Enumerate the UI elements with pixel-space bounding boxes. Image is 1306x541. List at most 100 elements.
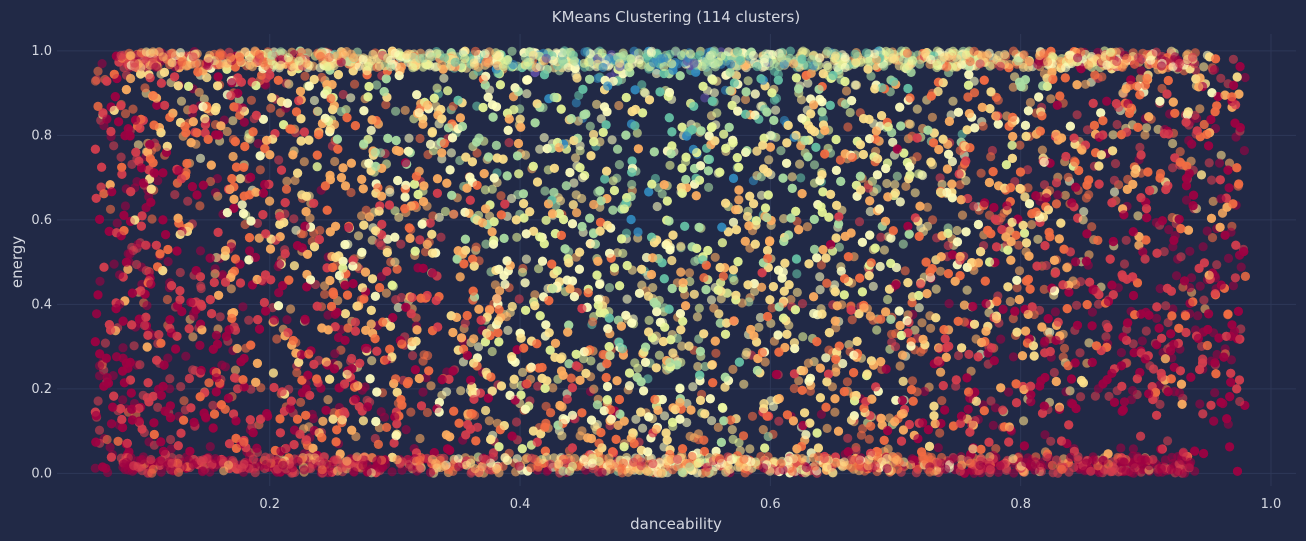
data-point [1121,235,1131,245]
data-point [926,323,936,333]
data-point [540,186,550,196]
data-point [901,181,911,191]
data-point [105,204,116,214]
data-point [856,430,867,440]
data-point [420,247,431,257]
data-point [439,73,449,83]
data-point [822,423,832,433]
data-point [94,425,105,435]
data-point [795,159,805,169]
data-point [713,422,723,432]
data-point [317,72,327,82]
data-point [372,80,382,90]
data-point [350,79,360,89]
data-point [847,315,857,325]
data-point [188,365,198,375]
data-point [1082,125,1093,135]
data-point [1046,436,1056,446]
data-point [1210,388,1220,398]
data-point [393,302,403,313]
data-point [170,190,180,200]
data-point [865,206,875,217]
data-point [729,275,739,286]
data-point [487,346,497,357]
data-point [824,345,834,355]
data-point [957,210,968,220]
data-point [541,401,551,411]
data-point [933,443,943,453]
data-point [1133,211,1143,221]
data-point [153,176,163,186]
data-point [511,417,522,427]
data-point [1223,253,1234,263]
data-point [927,112,938,122]
data-point [330,349,340,359]
data-point [786,295,796,305]
data-point [692,312,703,322]
data-point [442,387,452,397]
data-point [132,259,142,270]
data-point [1008,314,1018,324]
data-point [771,105,781,115]
data-point [739,379,749,389]
data-point [571,190,581,200]
data-point [1198,242,1208,252]
data-point [385,187,395,197]
data-point [1059,343,1070,353]
data-point [608,176,618,186]
data-point [1008,82,1018,92]
data-point [530,290,540,300]
data-point [892,171,902,181]
data-point [986,396,996,406]
data-point [1195,104,1205,114]
data-point [843,122,853,132]
data-point [213,191,223,201]
data-point [931,284,941,294]
data-point [707,416,717,426]
data-point [222,126,232,137]
data-point [1168,138,1178,149]
data-point [1097,72,1107,82]
data-point [522,89,532,99]
data-point [353,231,364,241]
data-point [195,201,205,211]
data-point [792,269,802,279]
data-point [422,407,432,418]
data-point [183,196,193,206]
data-point [208,400,218,410]
data-point [690,256,700,266]
data-point [676,241,686,251]
data-point [315,225,325,235]
data-point [953,350,964,361]
data-point [797,299,808,309]
data-point [944,299,954,309]
data-point [651,68,662,79]
data-point [367,235,377,245]
data-point [1204,158,1214,168]
data-point [638,423,648,433]
data-point [1027,220,1037,230]
data-point [376,407,386,417]
data-point [401,425,411,435]
data-point [1063,172,1073,182]
data-point [1079,207,1089,217]
data-point [803,358,814,368]
data-point [890,180,900,190]
data-point [907,376,918,386]
data-point [866,71,876,81]
data-point [1155,399,1165,409]
data-point [296,397,306,407]
data-point [1014,266,1025,276]
data-point [1171,271,1182,281]
data-point [589,384,599,394]
data-point [539,133,549,143]
data-point [831,323,841,333]
data-point [436,232,446,242]
data-point [163,257,173,267]
data-point [338,89,348,100]
data-point [693,361,703,372]
data-point [95,361,105,371]
data-point [711,348,721,358]
data-point [282,176,292,186]
data-point [996,334,1006,344]
